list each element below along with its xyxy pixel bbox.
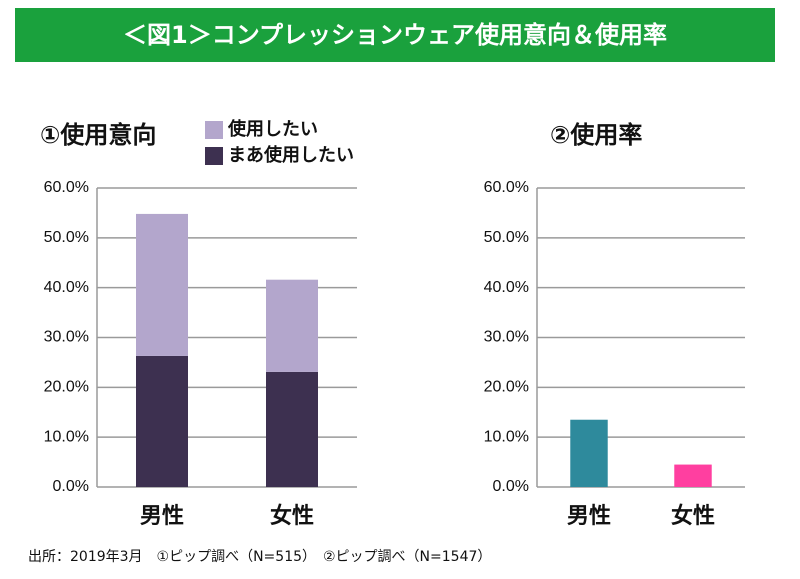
chart-title: ②使用率 — [550, 121, 642, 149]
x-tick-label: 女性 — [671, 503, 715, 529]
y-tick-label: 30.0% — [484, 329, 529, 346]
source-note: 出所：2019年3月 ①ピップ調べ（N=515） ②ピップ調べ（N=1547） — [28, 549, 491, 565]
y-tick-label: 10.0% — [484, 428, 529, 445]
y-tick-label: 40.0% — [484, 279, 529, 296]
y-tick-label: 10.0% — [44, 428, 89, 445]
legend-swatch — [205, 121, 223, 139]
legend-label: 使用したい — [227, 119, 318, 140]
y-tick-label: 50.0% — [44, 229, 89, 246]
bar-segment — [136, 355, 188, 487]
chart-title: ①使用意向 — [40, 121, 156, 149]
y-tick-label: 20.0% — [484, 379, 529, 396]
y-tick-label: 0.0% — [493, 478, 529, 495]
y-tick-label: 60.0% — [484, 179, 529, 196]
bar — [570, 419, 608, 487]
legend-swatch — [205, 147, 223, 165]
y-tick-label: 40.0% — [44, 279, 89, 296]
x-tick-label: 男性 — [140, 504, 184, 529]
bar-segment — [266, 279, 318, 372]
y-tick-label: 20.0% — [44, 379, 89, 396]
y-tick-label: 30.0% — [44, 329, 89, 346]
y-tick-label: 50.0% — [484, 229, 529, 246]
x-tick-label: 女性 — [270, 503, 314, 529]
header-bar — [15, 8, 775, 62]
y-tick-label: 60.0% — [44, 179, 89, 196]
page-title: ＜図1＞コンプレッションウェア使用意向＆使用率 — [123, 21, 667, 49]
bar-segment — [266, 371, 318, 487]
legend-label: まあ使用したい — [228, 145, 354, 166]
y-tick-label: 0.0% — [53, 478, 89, 495]
x-tick-label: 男性 — [567, 504, 611, 529]
bar — [674, 464, 712, 487]
bar-segment — [136, 213, 188, 356]
